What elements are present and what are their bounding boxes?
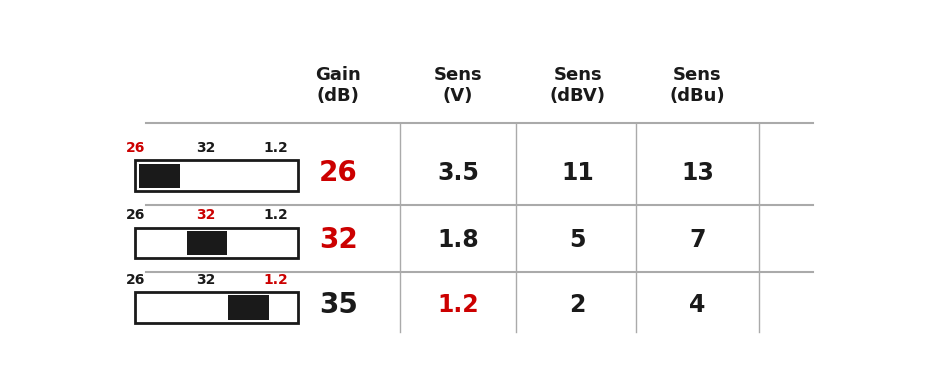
Text: 13: 13	[680, 161, 714, 185]
Text: 35: 35	[319, 291, 358, 318]
Text: 32: 32	[196, 273, 215, 287]
Text: 1.2: 1.2	[263, 273, 288, 287]
Text: Sens
(dBV): Sens (dBV)	[549, 66, 606, 104]
Bar	[135, 228, 299, 258]
Bar	[135, 292, 299, 323]
Text: 3.5: 3.5	[437, 161, 479, 185]
Text: 26: 26	[319, 159, 358, 187]
Text: 2: 2	[569, 293, 586, 317]
Bar	[186, 231, 227, 255]
Text: 26: 26	[125, 141, 145, 155]
Text: 7: 7	[689, 228, 706, 252]
Text: 1.8: 1.8	[437, 228, 479, 252]
Text: Sens
(dBu): Sens (dBu)	[669, 66, 725, 104]
Text: 32: 32	[196, 208, 215, 222]
Text: 1.2: 1.2	[263, 141, 288, 155]
Text: 1.2: 1.2	[437, 293, 478, 317]
Bar	[135, 160, 299, 191]
Text: 4: 4	[689, 293, 706, 317]
Text: 26: 26	[125, 273, 145, 287]
Text: 5: 5	[569, 228, 586, 252]
Text: 32: 32	[196, 141, 215, 155]
Bar	[139, 163, 180, 188]
Text: 11: 11	[562, 161, 594, 185]
Text: Gain
(dB): Gain (dB)	[315, 66, 361, 104]
Text: 1.2: 1.2	[263, 208, 288, 222]
Text: 32: 32	[319, 226, 358, 254]
Bar	[228, 295, 269, 320]
Text: 26: 26	[125, 208, 145, 222]
Text: Sens
(V): Sens (V)	[433, 66, 482, 104]
